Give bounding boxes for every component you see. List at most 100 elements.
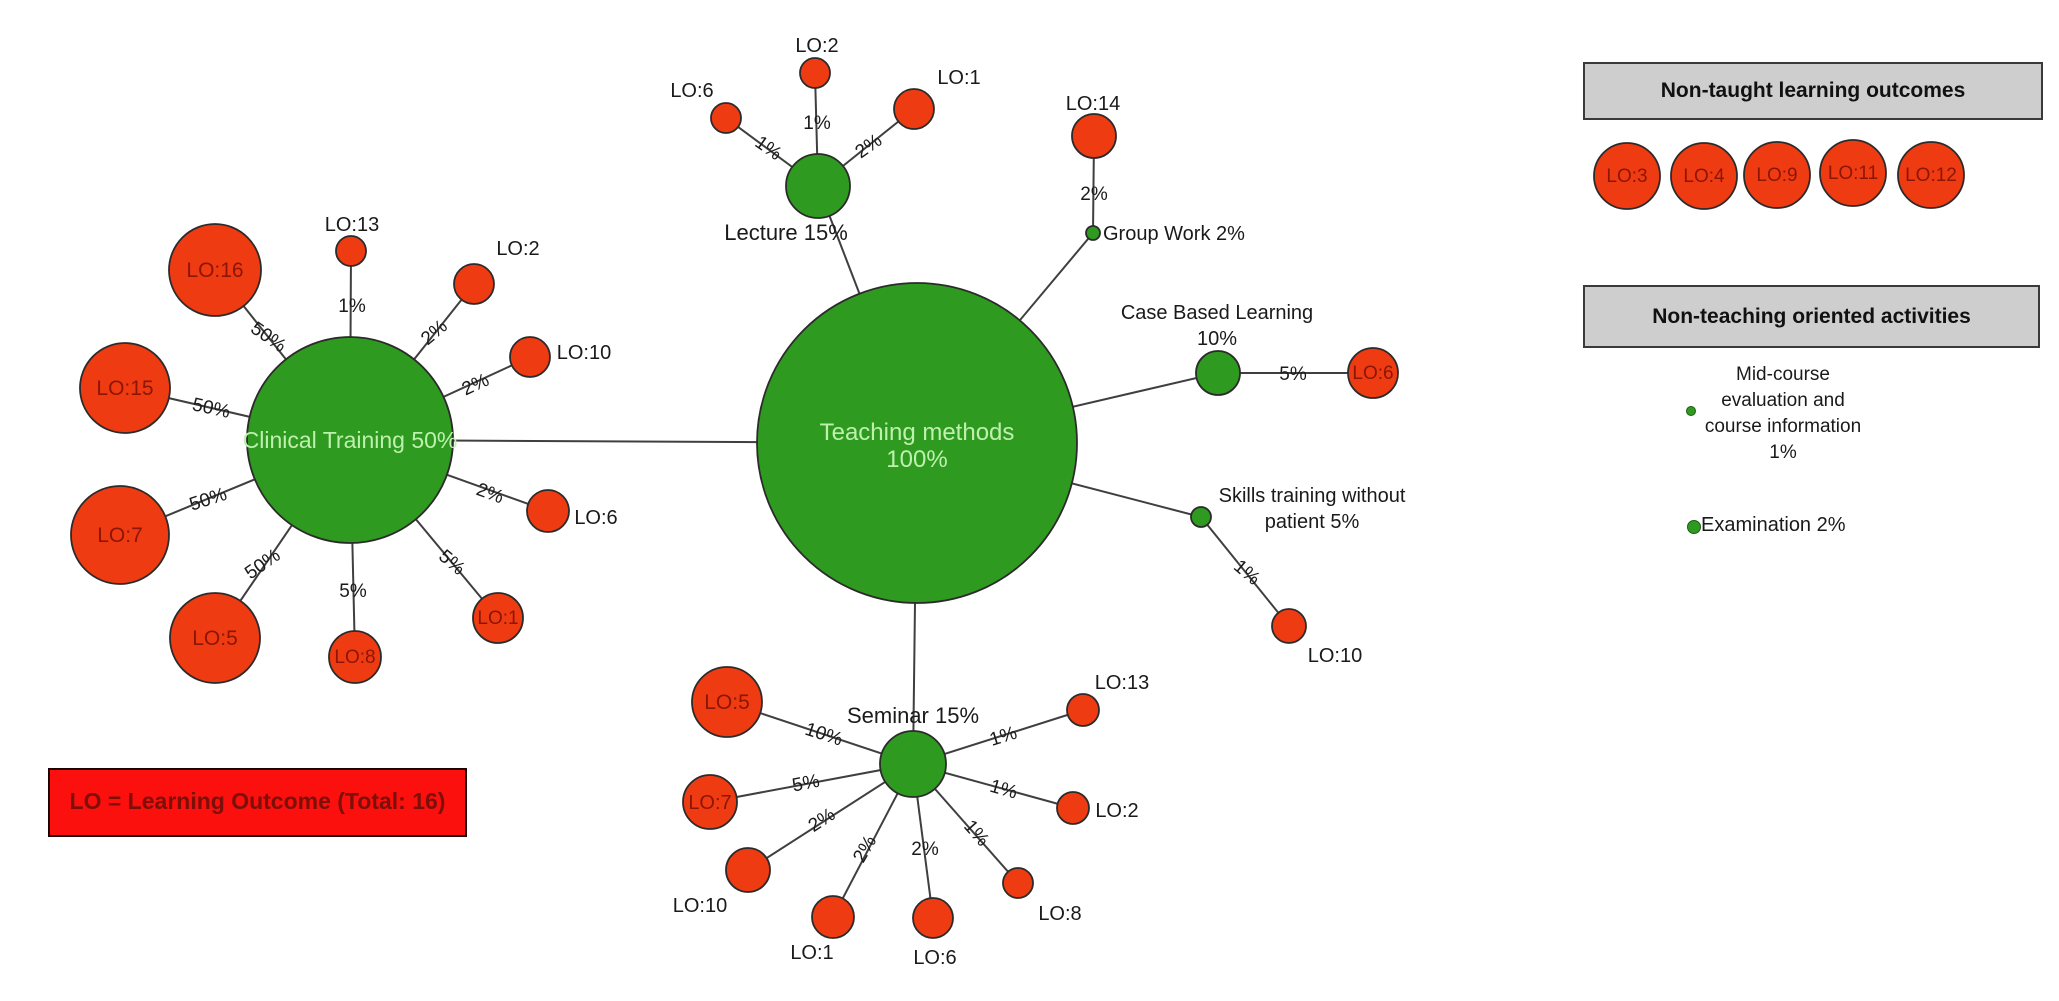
edge-label-skills-training-to-lo10-skills: 1% [1229, 556, 1264, 590]
legend-box: LO = Learning Outcome (Total: 16) [48, 768, 467, 837]
node-lo4-non-taught [1670, 142, 1738, 210]
mid-course-entry: Mid-course evaluation and course informa… [1662, 362, 1904, 466]
node-lo10-clinical [509, 336, 551, 378]
non-taught-header-label: Non-taught learning outcomes [1660, 79, 1966, 102]
non-teaching-header-box: Non-teaching oriented activities [1583, 285, 2040, 348]
node-lo7-clinical [70, 485, 170, 585]
node-lo6-lecture [710, 102, 742, 134]
node-clinical-training [246, 336, 454, 544]
node-lo6-seminar [912, 897, 954, 939]
non-taught-header-box: Non-taught learning outcomes [1583, 62, 2043, 120]
edge-label-clinical-training-to-lo6-clinical: 2% [473, 479, 506, 508]
node-lecture [785, 153, 851, 219]
node-case-based-learning [1195, 350, 1241, 396]
mid-course-line-4: 1% [1769, 442, 1797, 463]
node-lo10-skills [1271, 608, 1307, 644]
edge-label-seminar-to-lo1-seminar: 2% [849, 832, 881, 866]
node-label-lo14-group-work: LO:14 [1066, 93, 1120, 115]
node-label-lo9-non-taught: LO:9 [1756, 165, 1797, 186]
node-label-lo5-clinical: LO:5 [192, 627, 238, 650]
node-label-lo2-clinical: LO:2 [496, 238, 539, 260]
node-teaching-methods [756, 282, 1078, 604]
node-label-lo1-clinical: LO:1 [477, 608, 518, 629]
edge-label-clinical-training-to-lo13-clinical: 1% [338, 296, 366, 317]
node-label-lo1-lecture: LO:1 [937, 67, 980, 89]
examination-entry: Examination 2% [1701, 514, 1846, 536]
legend-label: LO = Learning Outcome (Total: 16) [69, 788, 446, 814]
edge-label-clinical-training-to-lo7-clinical: 50% [187, 484, 230, 516]
node-label-lo13-seminar: LO:13 [1095, 672, 1149, 694]
node-lo8-seminar [1002, 867, 1034, 899]
node-lo5-seminar [691, 666, 763, 738]
node-lo2-clinical [453, 263, 495, 305]
node-label-lecture: Lecture 15% [724, 220, 848, 245]
node-label-skills-training: Skills training without patient 5% [1219, 485, 1406, 533]
node-lo9-non-taught [1743, 141, 1811, 209]
node-label-lo16-clinical: LO:16 [186, 259, 243, 282]
node-lo5-clinical [169, 592, 261, 684]
node-lo12-non-taught [1897, 141, 1965, 209]
edge-label-clinical-training-to-lo10-clinical: 2% [459, 370, 493, 401]
edge-label-seminar-to-lo13-seminar: 1% [987, 723, 1020, 751]
mid-course-dot-icon [1686, 406, 1696, 416]
node-lo1-lecture [893, 88, 935, 130]
edge-label-case-based-learning-to-lo6-case-based: 5% [1279, 364, 1307, 385]
node-label-lo8-clinical: LO:8 [334, 647, 375, 668]
node-label-lo2-lecture: LO:2 [795, 35, 838, 57]
node-lo11-non-taught [1819, 139, 1887, 207]
edge-label-group-work-to-lo14-group-work: 2% [1080, 184, 1108, 205]
edge-label-clinical-training-to-lo16-clinical: 50% [247, 318, 290, 357]
node-label-lo10-clinical: LO:10 [557, 342, 611, 364]
examination-dot-icon [1687, 520, 1701, 534]
mid-course-line-2: evaluation and [1721, 390, 1845, 411]
edge-label-seminar-to-lo7-seminar: 5% [790, 771, 821, 797]
node-label-lo15-clinical: LO:15 [96, 377, 153, 400]
edge-label-clinical-training-to-lo5-clinical: 50% [241, 545, 284, 584]
node-label-seminar: Seminar 15% [847, 703, 979, 728]
node-lo3-non-taught [1593, 142, 1661, 210]
node-label-case-based-learning: Case Based Learning 10% [1121, 302, 1313, 350]
node-lo1-clinical [472, 592, 524, 644]
node-lo2-lecture [799, 57, 831, 89]
node-lo15-clinical [79, 342, 171, 434]
node-label-lo7-clinical: LO:7 [97, 524, 143, 547]
edge-label-clinical-training-to-lo1-clinical: 5% [434, 546, 469, 580]
non-teaching-header-label: Non-teaching oriented activities [1652, 305, 1971, 328]
node-lo6-clinical [526, 489, 570, 533]
node-label-group-work: Group Work 2% [1103, 223, 1245, 245]
node-lo2-seminar [1056, 791, 1090, 825]
edge-skills-training-to-lo10-skills [1200, 516, 1290, 627]
node-lo8-clinical [328, 630, 382, 684]
node-label-lo10-seminar: LO:10 [673, 895, 727, 917]
node-lo16-clinical [168, 223, 262, 317]
edge-label-clinical-training-to-lo15-clinical: 50% [190, 394, 232, 422]
edge-label-clinical-training-to-lo8-clinical: 5% [339, 581, 367, 602]
node-lo13-clinical [335, 235, 367, 267]
node-label-clinical-training: Clinical Training 50% [243, 427, 458, 453]
node-label-lo6-lecture: LO:6 [670, 80, 713, 102]
node-label-lo6-seminar: LO:6 [913, 947, 956, 969]
node-label-lo13-clinical: LO:13 [325, 214, 379, 236]
node-label-lo7-seminar: LO:7 [688, 792, 731, 814]
edge-label-clinical-training-to-lo2-clinical: 2% [417, 316, 452, 350]
edge-label-seminar-to-lo6-seminar: 2% [911, 839, 939, 860]
mid-course-line-3: course information [1704, 416, 1862, 437]
node-label-lo8-seminar: LO:8 [1038, 903, 1081, 925]
edge-label-seminar-to-lo5-seminar: 10% [802, 719, 845, 751]
edge-label-lecture-to-lo2-lecture: 1% [803, 113, 831, 134]
node-lo6-case-based [1347, 347, 1399, 399]
node-seminar [879, 730, 947, 798]
node-label-lo4-non-taught: LO:4 [1683, 166, 1725, 187]
edge-label-lecture-to-lo6-lecture: 1% [751, 132, 786, 165]
node-label-lo3-non-taught: LO:3 [1606, 166, 1647, 187]
mid-course-line-1: Mid-course [1736, 364, 1830, 385]
node-lo14-group-work [1071, 113, 1117, 159]
node-label-lo11-non-taught: LO:11 [1828, 163, 1878, 184]
node-group-work [1085, 225, 1101, 241]
node-label-lo5-seminar: LO:5 [704, 691, 750, 714]
node-label-lo6-clinical: LO:6 [574, 507, 617, 529]
edge-seminar-to-lo7-seminar [709, 763, 914, 803]
node-label-teaching-methods: Teaching methods 100% [820, 419, 1015, 473]
node-label-lo12-non-taught: LO:12 [1905, 165, 1957, 186]
